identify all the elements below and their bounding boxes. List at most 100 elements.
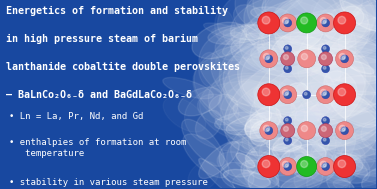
- Ellipse shape: [333, 180, 354, 189]
- Ellipse shape: [310, 51, 377, 126]
- Ellipse shape: [279, 144, 326, 172]
- Circle shape: [322, 65, 329, 73]
- Ellipse shape: [184, 81, 305, 152]
- Ellipse shape: [291, 56, 377, 132]
- Circle shape: [334, 156, 356, 177]
- Ellipse shape: [312, 140, 377, 187]
- Ellipse shape: [338, 153, 363, 172]
- Ellipse shape: [208, 54, 327, 128]
- Ellipse shape: [316, 111, 377, 163]
- Ellipse shape: [241, 160, 279, 188]
- Ellipse shape: [248, 90, 305, 114]
- Ellipse shape: [276, 83, 377, 151]
- Ellipse shape: [218, 89, 243, 110]
- Circle shape: [342, 128, 345, 131]
- Ellipse shape: [330, 151, 370, 184]
- Ellipse shape: [362, 167, 377, 189]
- Ellipse shape: [242, 25, 281, 64]
- Circle shape: [303, 163, 311, 170]
- Ellipse shape: [239, 0, 370, 77]
- Ellipse shape: [273, 132, 300, 150]
- Circle shape: [304, 92, 307, 95]
- Ellipse shape: [253, 0, 363, 33]
- Circle shape: [285, 164, 288, 167]
- Ellipse shape: [183, 134, 229, 178]
- Ellipse shape: [254, 41, 377, 136]
- Circle shape: [284, 126, 288, 131]
- Ellipse shape: [324, 0, 377, 53]
- Circle shape: [323, 66, 326, 69]
- Ellipse shape: [262, 0, 303, 13]
- Text: • stability in various steam pressure: • stability in various steam pressure: [9, 177, 207, 187]
- Ellipse shape: [272, 0, 377, 83]
- Ellipse shape: [250, 91, 267, 106]
- Text: – BaLnCo₂O₆₋δ and BaGdLaCo₂O₆₋δ: – BaLnCo₂O₆₋δ and BaGdLaCo₂O₆₋δ: [6, 90, 192, 100]
- Ellipse shape: [341, 4, 362, 18]
- Circle shape: [279, 158, 297, 176]
- Circle shape: [284, 19, 292, 27]
- Ellipse shape: [298, 39, 377, 112]
- Ellipse shape: [299, 23, 377, 95]
- Ellipse shape: [339, 0, 377, 63]
- Circle shape: [338, 160, 346, 168]
- Ellipse shape: [280, 169, 335, 189]
- Ellipse shape: [311, 2, 345, 26]
- Ellipse shape: [244, 158, 298, 174]
- Ellipse shape: [274, 66, 377, 137]
- Circle shape: [301, 17, 308, 24]
- Ellipse shape: [346, 60, 374, 74]
- Ellipse shape: [245, 107, 281, 138]
- Ellipse shape: [224, 47, 365, 156]
- Circle shape: [262, 16, 270, 24]
- Circle shape: [281, 124, 295, 138]
- Ellipse shape: [245, 146, 281, 180]
- Circle shape: [336, 122, 354, 140]
- Circle shape: [323, 138, 326, 141]
- Ellipse shape: [224, 47, 366, 131]
- Circle shape: [301, 53, 308, 60]
- Circle shape: [303, 19, 311, 27]
- Ellipse shape: [245, 152, 284, 170]
- Ellipse shape: [259, 134, 350, 189]
- Circle shape: [317, 86, 335, 104]
- Ellipse shape: [195, 110, 221, 139]
- Circle shape: [284, 65, 292, 73]
- Ellipse shape: [342, 6, 364, 26]
- Ellipse shape: [293, 0, 340, 31]
- Ellipse shape: [221, 162, 254, 189]
- Ellipse shape: [227, 135, 323, 189]
- Ellipse shape: [241, 30, 377, 121]
- Ellipse shape: [270, 103, 377, 170]
- Circle shape: [317, 158, 335, 176]
- Ellipse shape: [226, 113, 282, 135]
- Ellipse shape: [204, 23, 265, 45]
- Ellipse shape: [244, 22, 284, 54]
- Ellipse shape: [228, 121, 279, 144]
- Circle shape: [258, 12, 280, 34]
- Ellipse shape: [264, 119, 356, 188]
- Ellipse shape: [324, 71, 357, 101]
- Circle shape: [322, 137, 329, 145]
- Ellipse shape: [317, 13, 334, 27]
- Ellipse shape: [330, 91, 377, 127]
- Circle shape: [297, 13, 317, 33]
- Ellipse shape: [256, 91, 293, 115]
- Ellipse shape: [240, 82, 276, 111]
- Ellipse shape: [242, 125, 279, 156]
- Circle shape: [322, 19, 329, 27]
- Circle shape: [322, 117, 329, 125]
- Ellipse shape: [163, 77, 213, 99]
- Circle shape: [284, 45, 292, 53]
- Ellipse shape: [208, 24, 267, 44]
- Circle shape: [320, 89, 326, 96]
- Circle shape: [265, 127, 273, 135]
- Ellipse shape: [244, 0, 375, 56]
- Circle shape: [262, 160, 270, 168]
- Ellipse shape: [323, 13, 377, 95]
- Circle shape: [323, 164, 326, 167]
- Circle shape: [285, 66, 288, 69]
- Circle shape: [282, 161, 289, 167]
- Ellipse shape: [318, 27, 377, 110]
- Ellipse shape: [275, 0, 377, 65]
- Ellipse shape: [272, 26, 323, 57]
